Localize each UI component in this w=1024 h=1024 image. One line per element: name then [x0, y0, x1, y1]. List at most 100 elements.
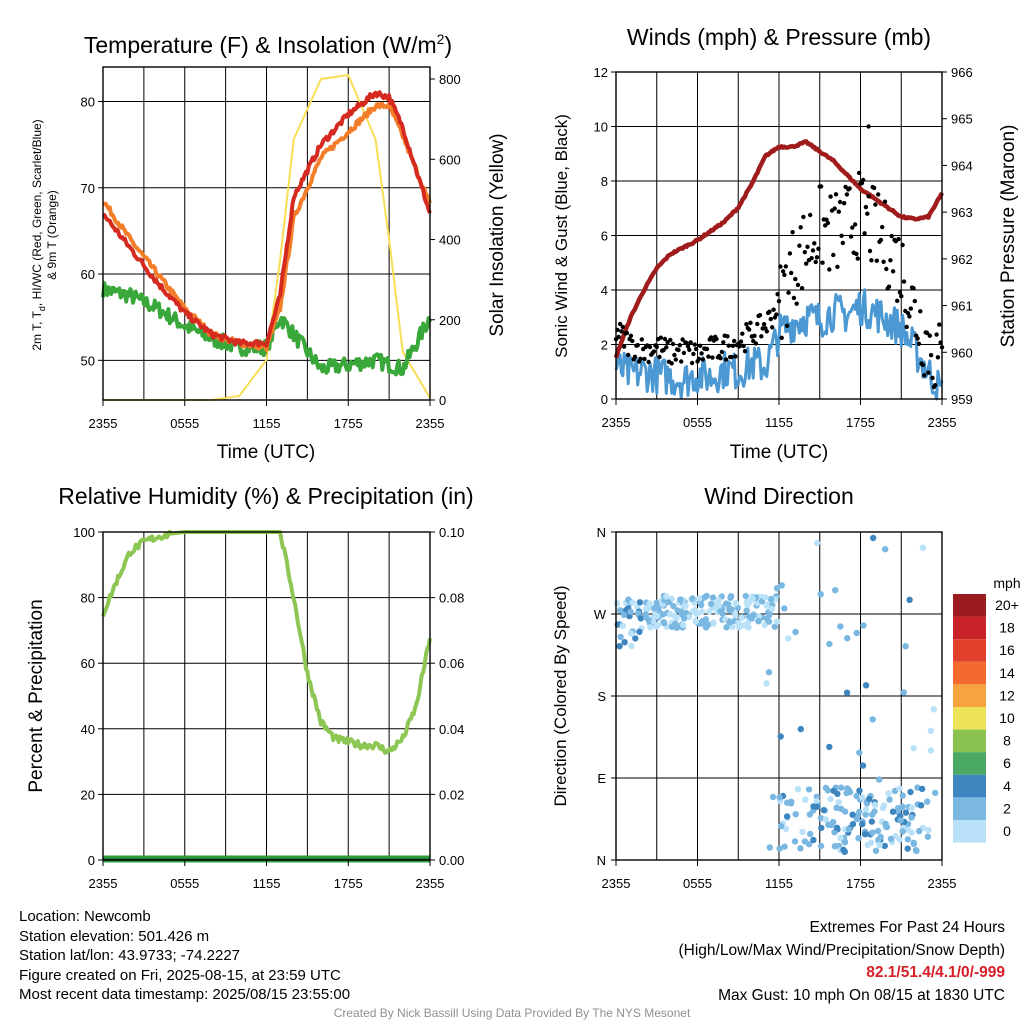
- direction-point: [663, 593, 670, 600]
- y-tick-label: 2: [601, 338, 608, 353]
- y-tick-label: 40: [81, 722, 95, 737]
- direction-point: [773, 585, 781, 592]
- x-tick-label: 1755: [334, 416, 363, 431]
- direction-point: [709, 594, 717, 601]
- gust-point: [661, 347, 666, 353]
- gust-point: [908, 306, 913, 311]
- gust-point: [882, 199, 888, 204]
- y2-tick-label: 965: [951, 112, 973, 127]
- gust-point: [850, 225, 855, 230]
- direction-point: [785, 635, 792, 642]
- gust-point: [911, 286, 916, 291]
- direction-point: [902, 643, 909, 650]
- gust-point: [896, 236, 901, 242]
- gust-point: [874, 258, 879, 263]
- direction-point: [666, 611, 674, 618]
- temperature-panel: Temperature (F) & Insolation (W/m2) 2355…: [30, 31, 508, 463]
- direction-point: [913, 847, 920, 855]
- gust-point: [779, 335, 784, 340]
- direction-point: [650, 617, 657, 624]
- gust-point: [617, 321, 623, 327]
- direction-point: [822, 816, 829, 823]
- recent-timestamp: Most recent data timestamp: 2025/08/15 2…: [19, 986, 351, 1003]
- legend-label: 6: [1003, 755, 1011, 771]
- direction-point: [862, 806, 870, 813]
- y-tick-label: S: [597, 689, 606, 704]
- x-tick-label: 1155: [765, 415, 793, 430]
- direction-point: [778, 582, 785, 589]
- direction-point: [635, 610, 642, 617]
- y-tick-label: 4: [601, 283, 608, 298]
- legend-swatch: [953, 661, 986, 685]
- gust-point: [798, 225, 803, 230]
- gust-point: [733, 354, 738, 359]
- direction-point: [755, 618, 762, 625]
- direction-point: [768, 605, 776, 613]
- winds-y2-ticks: 959 960 961 962 963 964 965 966: [942, 65, 973, 407]
- y2-tick-label: 0.00: [439, 853, 464, 868]
- y-tick-label: W: [594, 607, 607, 622]
- gust-point: [744, 322, 749, 327]
- gust-point: [933, 383, 938, 388]
- y2-tick-label: 200: [439, 313, 461, 328]
- gust-point: [657, 354, 662, 360]
- gust-point: [912, 298, 917, 304]
- winds-y-ticks: 0 2 4 6 8 10 12: [594, 65, 616, 407]
- direction-point: [849, 811, 856, 818]
- direction-point: [818, 824, 825, 832]
- direction-point: [859, 794, 866, 801]
- direction-point: [924, 798, 931, 805]
- x-tick-label: 1755: [846, 415, 875, 430]
- gust-point: [937, 322, 942, 327]
- legend-label: 18: [999, 620, 1015, 636]
- direction-point: [927, 727, 934, 734]
- gust-point: [810, 248, 816, 253]
- direction-point: [677, 596, 684, 603]
- y2-tick-label: 0.04: [439, 722, 464, 737]
- gust-point: [802, 250, 807, 255]
- direction-point: [853, 792, 860, 800]
- y-tick-label: 6: [601, 229, 608, 244]
- direction-point: [817, 842, 825, 850]
- gust-point: [770, 325, 775, 330]
- gust-point: [774, 312, 779, 317]
- direction-point: [668, 623, 676, 631]
- extremes-values: 82.1/51.4/4.1/0/-999: [866, 964, 1005, 981]
- direction-point: [755, 613, 762, 620]
- direction-plot-area: [613, 534, 939, 855]
- gust-point: [742, 349, 748, 354]
- gust-point: [668, 337, 673, 343]
- gust-point: [778, 264, 783, 269]
- x-tick-label: 2355: [416, 876, 445, 891]
- direction-point: [855, 835, 862, 842]
- gust-point: [693, 346, 699, 352]
- humidity-title: Relative Humidity (%) & Precipitation (i…: [58, 483, 473, 509]
- gust-point: [861, 177, 866, 183]
- gust-point: [828, 194, 833, 199]
- direction-point: [904, 845, 911, 852]
- legend-swatch: [953, 729, 986, 753]
- gust-point: [706, 354, 711, 359]
- gust-point: [635, 343, 640, 348]
- y2-tick-label: 0.10: [439, 525, 464, 540]
- direction-point: [766, 844, 773, 851]
- gust-point: [918, 309, 923, 314]
- gust-point: [630, 338, 635, 344]
- max-gust: Max Gust: 10 mph On 08/15 at 1830 UTC: [718, 986, 1005, 1004]
- direction-point: [881, 842, 888, 850]
- direction-title: Wind Direction: [704, 483, 854, 509]
- direction-point: [826, 743, 833, 751]
- x-tick-label: 0555: [170, 416, 199, 431]
- gust-point: [901, 279, 907, 284]
- gust-point: [628, 333, 634, 338]
- gust-point: [670, 341, 676, 347]
- direction-point: [833, 824, 841, 831]
- gust-point: [863, 204, 869, 210]
- direction-point: [846, 789, 854, 796]
- winds-plot-area: [613, 124, 945, 401]
- gust-point: [726, 343, 731, 348]
- gust-point: [904, 324, 909, 330]
- direction-point: [841, 839, 849, 846]
- direction-y-ticks: N E S W N: [594, 525, 616, 868]
- gust-point: [808, 212, 813, 218]
